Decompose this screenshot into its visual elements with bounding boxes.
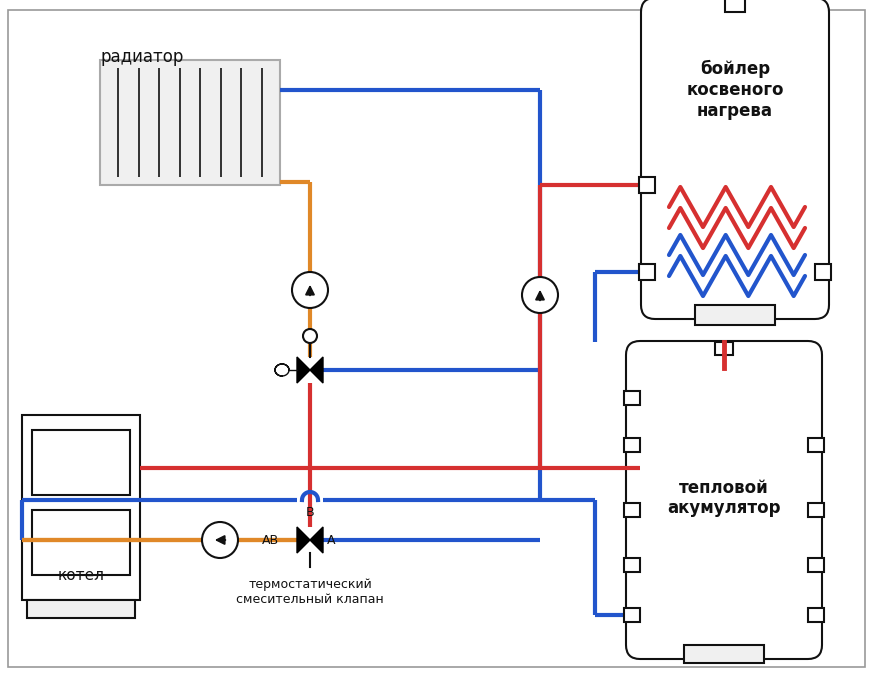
FancyBboxPatch shape	[624, 391, 640, 405]
FancyBboxPatch shape	[626, 341, 822, 659]
Text: тепловой
акумулятор: тепловой акумулятор	[667, 479, 780, 517]
FancyBboxPatch shape	[624, 438, 640, 452]
Circle shape	[303, 329, 317, 343]
Polygon shape	[297, 357, 310, 383]
Polygon shape	[310, 357, 323, 383]
FancyBboxPatch shape	[639, 264, 655, 280]
Text: A: A	[327, 533, 335, 546]
FancyBboxPatch shape	[808, 558, 824, 572]
FancyBboxPatch shape	[641, 0, 829, 319]
FancyBboxPatch shape	[815, 264, 831, 280]
FancyBboxPatch shape	[624, 558, 640, 572]
FancyBboxPatch shape	[22, 415, 140, 600]
Text: термостатический
смесительный клапан: термостатический смесительный клапан	[236, 578, 384, 606]
FancyBboxPatch shape	[808, 438, 824, 452]
FancyBboxPatch shape	[684, 645, 764, 663]
Text: B: B	[306, 506, 314, 519]
FancyBboxPatch shape	[725, 0, 745, 12]
FancyBboxPatch shape	[100, 60, 280, 185]
Text: AB: AB	[262, 533, 279, 546]
Text: бойлер
косвеного
нагрева: бойлер косвеного нагрева	[686, 60, 784, 120]
FancyBboxPatch shape	[695, 305, 775, 325]
FancyBboxPatch shape	[715, 342, 733, 355]
Polygon shape	[297, 527, 310, 553]
FancyBboxPatch shape	[808, 503, 824, 517]
FancyBboxPatch shape	[624, 503, 640, 517]
FancyBboxPatch shape	[32, 510, 130, 575]
FancyBboxPatch shape	[808, 608, 824, 622]
FancyBboxPatch shape	[27, 600, 135, 618]
Text: котел: котел	[58, 567, 105, 582]
Circle shape	[522, 277, 558, 313]
FancyBboxPatch shape	[624, 608, 640, 622]
FancyBboxPatch shape	[639, 177, 655, 193]
Text: радиатор: радиатор	[100, 48, 183, 66]
Circle shape	[292, 272, 328, 308]
FancyBboxPatch shape	[32, 430, 130, 495]
Circle shape	[202, 522, 238, 558]
Polygon shape	[310, 527, 323, 553]
